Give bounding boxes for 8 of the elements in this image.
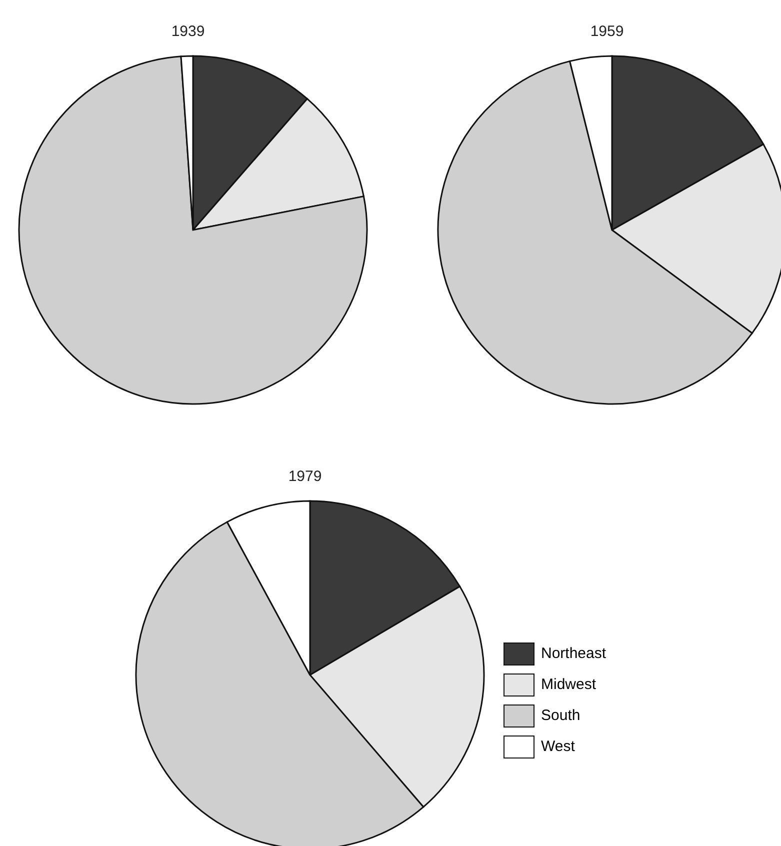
legend-label: Midwest (541, 676, 596, 693)
chart-title: 1979 (287, 468, 323, 487)
legend-label: South (541, 707, 580, 724)
legend-label: West (541, 738, 575, 755)
chart-title: 1939 (170, 23, 206, 42)
legend-label: Northeast (541, 645, 606, 662)
chart-title: 1959 (589, 23, 625, 42)
pie-slice (18, 56, 368, 405)
